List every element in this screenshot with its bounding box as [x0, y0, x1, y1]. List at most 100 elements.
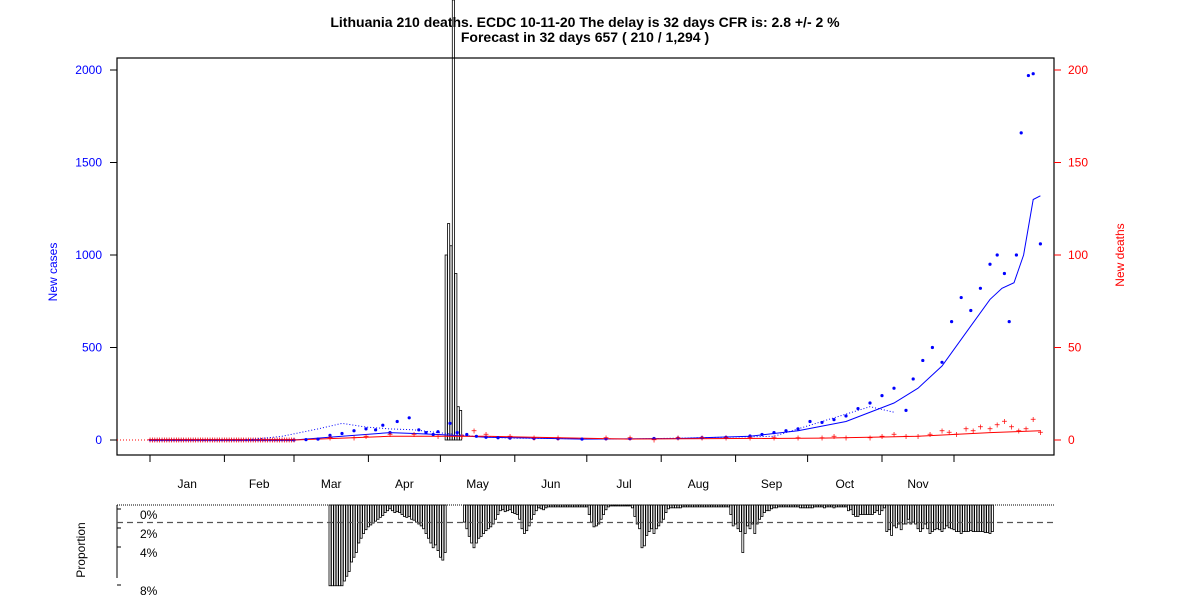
proportion-bar: [986, 504, 989, 533]
proportion-bar: [561, 504, 565, 508]
month-label: Jan: [178, 477, 197, 491]
proportion-bar: [799, 504, 802, 509]
proportion-bar: [859, 504, 862, 515]
death-point: +: [915, 432, 921, 443]
death-point: +: [224, 436, 230, 447]
case-point: [417, 428, 421, 432]
case-point: [199, 438, 202, 442]
proportion-bar: [604, 504, 608, 511]
proportion-bar: [851, 504, 855, 515]
proportion-bar: [931, 504, 934, 533]
month-label: Feb: [249, 477, 270, 491]
case-point: [911, 377, 915, 381]
case-point: [395, 419, 399, 424]
proportion-bar: [950, 504, 953, 530]
proportion-bar: [652, 504, 656, 534]
case-point: [239, 438, 243, 442]
case-point: [856, 406, 860, 411]
proportion-bar: [707, 504, 711, 508]
case-point: [604, 437, 608, 441]
case-point: [220, 438, 224, 442]
proportion-bar: [710, 504, 713, 508]
death-point: +: [279, 436, 285, 447]
proportion-bar: [693, 504, 697, 508]
death-point: +: [555, 434, 561, 445]
main-plot-area: 0 500 1000 1500 2000 0 50 100 150 200 Jan Feb Mar Apr…: [75, 0, 1088, 491]
proportion-bar: [539, 504, 543, 510]
proportion-bar: [887, 504, 891, 531]
death-point: +: [284, 436, 290, 447]
proportion-bar: [482, 504, 486, 534]
case-point: [1019, 131, 1023, 135]
case-point: [278, 438, 281, 442]
case-point: [206, 438, 209, 442]
death-point: +: [253, 436, 259, 447]
proportion-bar: [686, 504, 689, 508]
proportion-bar: [484, 504, 488, 532]
y-axis-left-label: New cases: [46, 243, 60, 302]
death-point: +: [274, 436, 280, 447]
proportion-bar: [551, 504, 555, 508]
death-point: +: [250, 436, 256, 447]
case-point: [211, 438, 214, 442]
month-label: Apr: [395, 477, 414, 491]
case-point: [364, 427, 368, 431]
proportion-bar: [983, 504, 987, 533]
death-point: +: [214, 436, 220, 447]
case-point: [1007, 320, 1011, 324]
proportion-tick-label: 4%: [140, 546, 158, 560]
death-point: +: [248, 436, 254, 447]
right-tick-label: 100: [1068, 248, 1088, 262]
death-point: +: [471, 426, 477, 437]
case-point: [1002, 271, 1007, 276]
proportion-bar: [760, 504, 764, 517]
proportion-bar: [779, 504, 783, 508]
death-point: +: [277, 436, 283, 447]
case-point: [676, 436, 680, 440]
proportion-bar: [967, 504, 970, 533]
case-point: [172, 438, 176, 442]
proportion-bar: [414, 504, 418, 523]
case-point: [580, 437, 584, 441]
proportion-bar: [393, 504, 397, 513]
proportion-bar: [695, 504, 699, 508]
proportion-bar: [350, 504, 354, 563]
case-point: [431, 432, 435, 437]
proportion-bar: [871, 504, 874, 515]
proportion-bar: [734, 504, 737, 525]
month-label: Jul: [616, 477, 631, 491]
proportion-bar: [559, 504, 562, 508]
case-point: [880, 394, 884, 398]
proportion-bar: [659, 504, 663, 523]
case-point: [235, 438, 238, 442]
case-point: [261, 438, 265, 442]
left-tick-label: 0: [95, 433, 102, 447]
death-point: +: [795, 434, 801, 445]
proportion-bar: [386, 504, 390, 512]
death-point: +: [1009, 423, 1015, 434]
proportion-axis-label: Proportion: [74, 522, 88, 577]
month-label: Mar: [321, 477, 342, 491]
case-point: [760, 432, 764, 437]
proportion-bar: [979, 504, 982, 533]
proportion-bar: [933, 504, 937, 531]
death-point: +: [245, 436, 251, 447]
case-point: [808, 419, 812, 424]
proportion-bar: [472, 504, 476, 549]
death-point: +: [267, 436, 273, 447]
proportion-bar: [345, 504, 349, 577]
proportion-bar: [743, 504, 747, 534]
proportion-bar: [352, 504, 356, 558]
proportion-bar: [875, 504, 879, 512]
proportion-bar: [412, 504, 416, 521]
case-point: [1014, 253, 1019, 257]
proportion-bar: [885, 504, 889, 533]
proportion-bar: [969, 504, 973, 532]
month-label: Sep: [761, 477, 783, 491]
proportion-bar: [943, 504, 946, 530]
proportion-bar: [724, 504, 728, 508]
death-point: +: [195, 436, 201, 447]
case-point: [194, 438, 197, 442]
proportion-bar: [573, 504, 577, 508]
proportion-bar: [655, 504, 658, 530]
